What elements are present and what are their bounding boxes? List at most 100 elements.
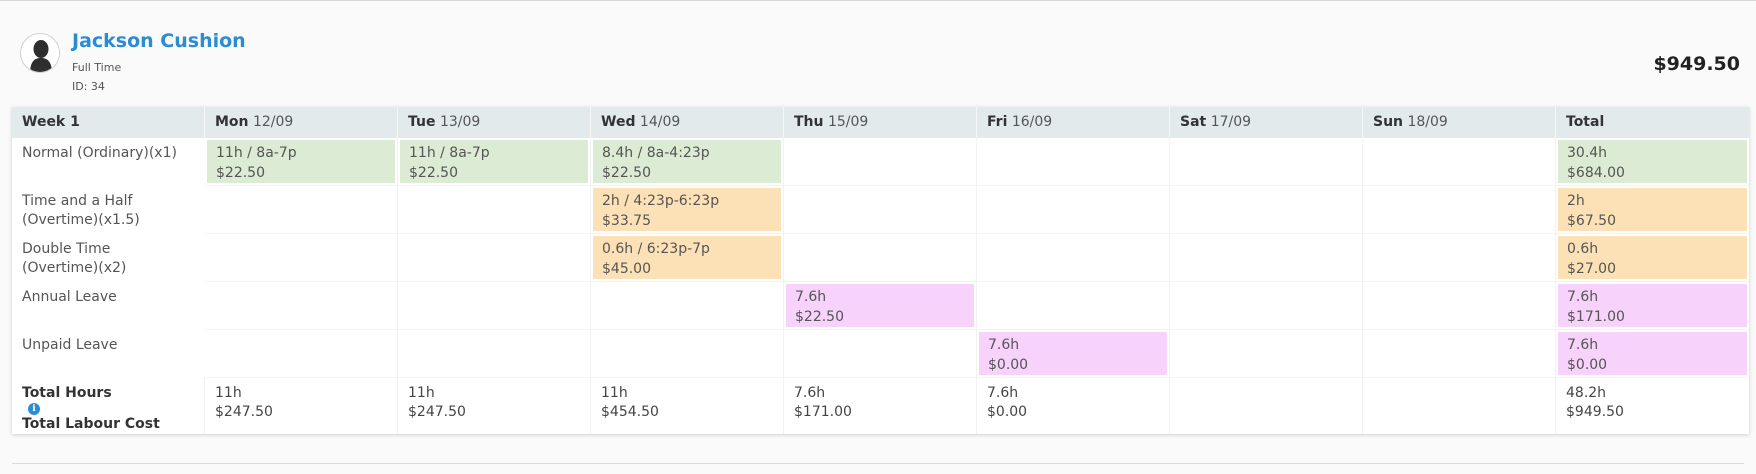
timesheet-grid: Week 1 Mon 12/09 Tue 13/09 Wed 14/09 Thu 15/… [12, 107, 1749, 434]
week-label: Week 1 [22, 114, 80, 130]
row-total-cell: 7.6h $171.00 [1556, 282, 1749, 330]
day-header-wed[interactable]: Wed 14/09 [591, 107, 784, 138]
row-total-hours: 30.4h [1567, 145, 1608, 161]
shift-cell [398, 234, 591, 282]
employment-type: Full Time [72, 61, 122, 74]
day-total-cell: 11h $247.50 [205, 378, 398, 434]
shift-cell [784, 138, 977, 186]
day-date: 17/09 [1210, 114, 1252, 130]
pay-category-label: Unpaid Leave [12, 330, 205, 378]
info-icon[interactable]: i [28, 403, 40, 415]
row-total-hours: 2h [1567, 193, 1585, 209]
bottom-divider [12, 463, 1744, 464]
shift-cell[interactable]: 11h / 8a-7p $22.50 [205, 138, 398, 186]
row-total-cost: $684.00 [1567, 165, 1625, 181]
day-total-cell: 11h $247.50 [398, 378, 591, 434]
day-header-mon[interactable]: Mon 12/09 [205, 107, 398, 138]
row-total-cost: $171.00 [1567, 309, 1625, 325]
total-hours-label: Total Hours i [22, 385, 112, 415]
shift-cell [398, 330, 591, 378]
shift-cell [1363, 138, 1556, 186]
shift-cell [205, 282, 398, 330]
day-total-cell: 7.6h $171.00 [784, 378, 977, 434]
shift-cell [1170, 186, 1363, 234]
day-total-cell [1363, 378, 1556, 434]
shift-cell [784, 330, 977, 378]
pay-category-label: Annual Leave [12, 282, 205, 330]
shift-cell[interactable]: 0.6h / 6:23p-7p $45.00 [591, 234, 784, 282]
day-name: Wed [601, 114, 636, 130]
row-total-cost: $67.50 [1567, 213, 1616, 229]
shift-block[interactable]: 0.6h / 6:23p-7p $45.00 [593, 236, 781, 279]
row-total-cell: 0.6h $27.00 [1556, 234, 1749, 282]
shift-cell[interactable]: 2h / 4:23p-6:23p $33.75 [591, 186, 784, 234]
day-total-hours: 11h [601, 385, 628, 401]
row-total-hours: 7.6h [1567, 289, 1599, 305]
shift-hours: 7.6h [795, 289, 827, 305]
shift-block[interactable]: 8.4h / 8a-4:23p $22.50 [593, 140, 781, 183]
shift-cell [591, 330, 784, 378]
shift-cost: $0.00 [988, 357, 1029, 373]
shift-cell[interactable]: 7.6h $22.50 [784, 282, 977, 330]
day-header-sun[interactable]: Sun 18/09 [1363, 107, 1556, 138]
shift-cell [977, 282, 1170, 330]
day-header-tue[interactable]: Tue 13/09 [398, 107, 591, 138]
shift-block[interactable]: 7.6h $0.00 [979, 332, 1167, 375]
day-header-sat[interactable]: Sat 17/09 [1170, 107, 1363, 138]
row-total-cell: 2h $67.50 [1556, 186, 1749, 234]
shift-block[interactable]: 2h / 4:23p-6:23p $33.75 [593, 188, 781, 231]
shift-cell [398, 282, 591, 330]
shift-cell [1363, 330, 1556, 378]
day-date: 18/09 [1407, 114, 1448, 130]
pay-category-label-line: Annual Leave [22, 289, 117, 305]
day-header-thu[interactable]: Thu 15/09 [784, 107, 977, 138]
day-header-fri[interactable]: Fri 16/09 [977, 107, 1170, 138]
shift-cost: $22.50 [409, 165, 458, 181]
shift-block[interactable]: 11h / 8a-7p $22.50 [400, 140, 588, 183]
day-name: Fri [987, 114, 1008, 130]
shift-cell [398, 186, 591, 234]
day-name: Thu [794, 114, 824, 130]
day-total-cost: $0.00 [987, 404, 1028, 420]
row-total-block: 30.4h $684.00 [1558, 140, 1747, 183]
pay-category-label-line: (Overtime)(x1.5) [22, 212, 140, 228]
employee-header: Jackson Cushion Full Time ID: 34 $949.50 [20, 30, 1740, 96]
employee-name[interactable]: Jackson Cushion [72, 30, 246, 52]
shift-cost: $22.50 [216, 165, 265, 181]
shift-block[interactable]: 11h / 8a-7p $22.50 [207, 140, 395, 183]
shift-cell [977, 234, 1170, 282]
day-date: 16/09 [1011, 114, 1053, 130]
row-total-hours: 0.6h [1567, 241, 1599, 257]
day-total-cost: $247.50 [215, 404, 273, 420]
shift-cost: $33.75 [602, 213, 651, 229]
shift-hours: 2h / 4:23p-6:23p [602, 193, 720, 209]
totals-label-cell: Total Hours i Total Labour Cost [12, 378, 205, 434]
shift-cell [205, 234, 398, 282]
timesheet-table: Week 1 Mon 12/09 Tue 13/09 Wed 14/09 Thu 15/… [12, 107, 1749, 434]
shift-cell [591, 282, 784, 330]
day-date: 13/09 [439, 114, 481, 130]
day-name: Tue [408, 114, 436, 130]
day-total-cost: $454.50 [601, 404, 659, 420]
shift-cell[interactable]: 8.4h / 8a-4:23p $22.50 [591, 138, 784, 186]
day-total-cell: 11h $454.50 [591, 378, 784, 434]
avatar[interactable] [20, 33, 60, 73]
row-total-block: 2h $67.50 [1558, 188, 1747, 231]
day-name: Sat [1180, 114, 1207, 130]
shift-cell[interactable]: 7.6h $0.00 [977, 330, 1170, 378]
pay-category-label-line: (Overtime)(x2) [22, 260, 127, 276]
shift-cell [1363, 282, 1556, 330]
shift-cost: $22.50 [602, 165, 651, 181]
person-silhouette-icon [22, 35, 59, 72]
shift-cell [977, 138, 1170, 186]
row-total-hours: 7.6h [1567, 337, 1599, 353]
employee-total-cost: $949.50 [1653, 53, 1740, 75]
row-total-cost: $0.00 [1567, 357, 1608, 373]
shift-cell [1170, 330, 1363, 378]
day-total-hours: 7.6h [794, 385, 826, 401]
shift-cell[interactable]: 11h / 8a-7p $22.50 [398, 138, 591, 186]
shift-block[interactable]: 7.6h $22.50 [786, 284, 974, 327]
shift-cell [1170, 282, 1363, 330]
day-total-cost: $247.50 [408, 404, 466, 420]
shift-hours: 0.6h / 6:23p-7p [602, 241, 710, 257]
